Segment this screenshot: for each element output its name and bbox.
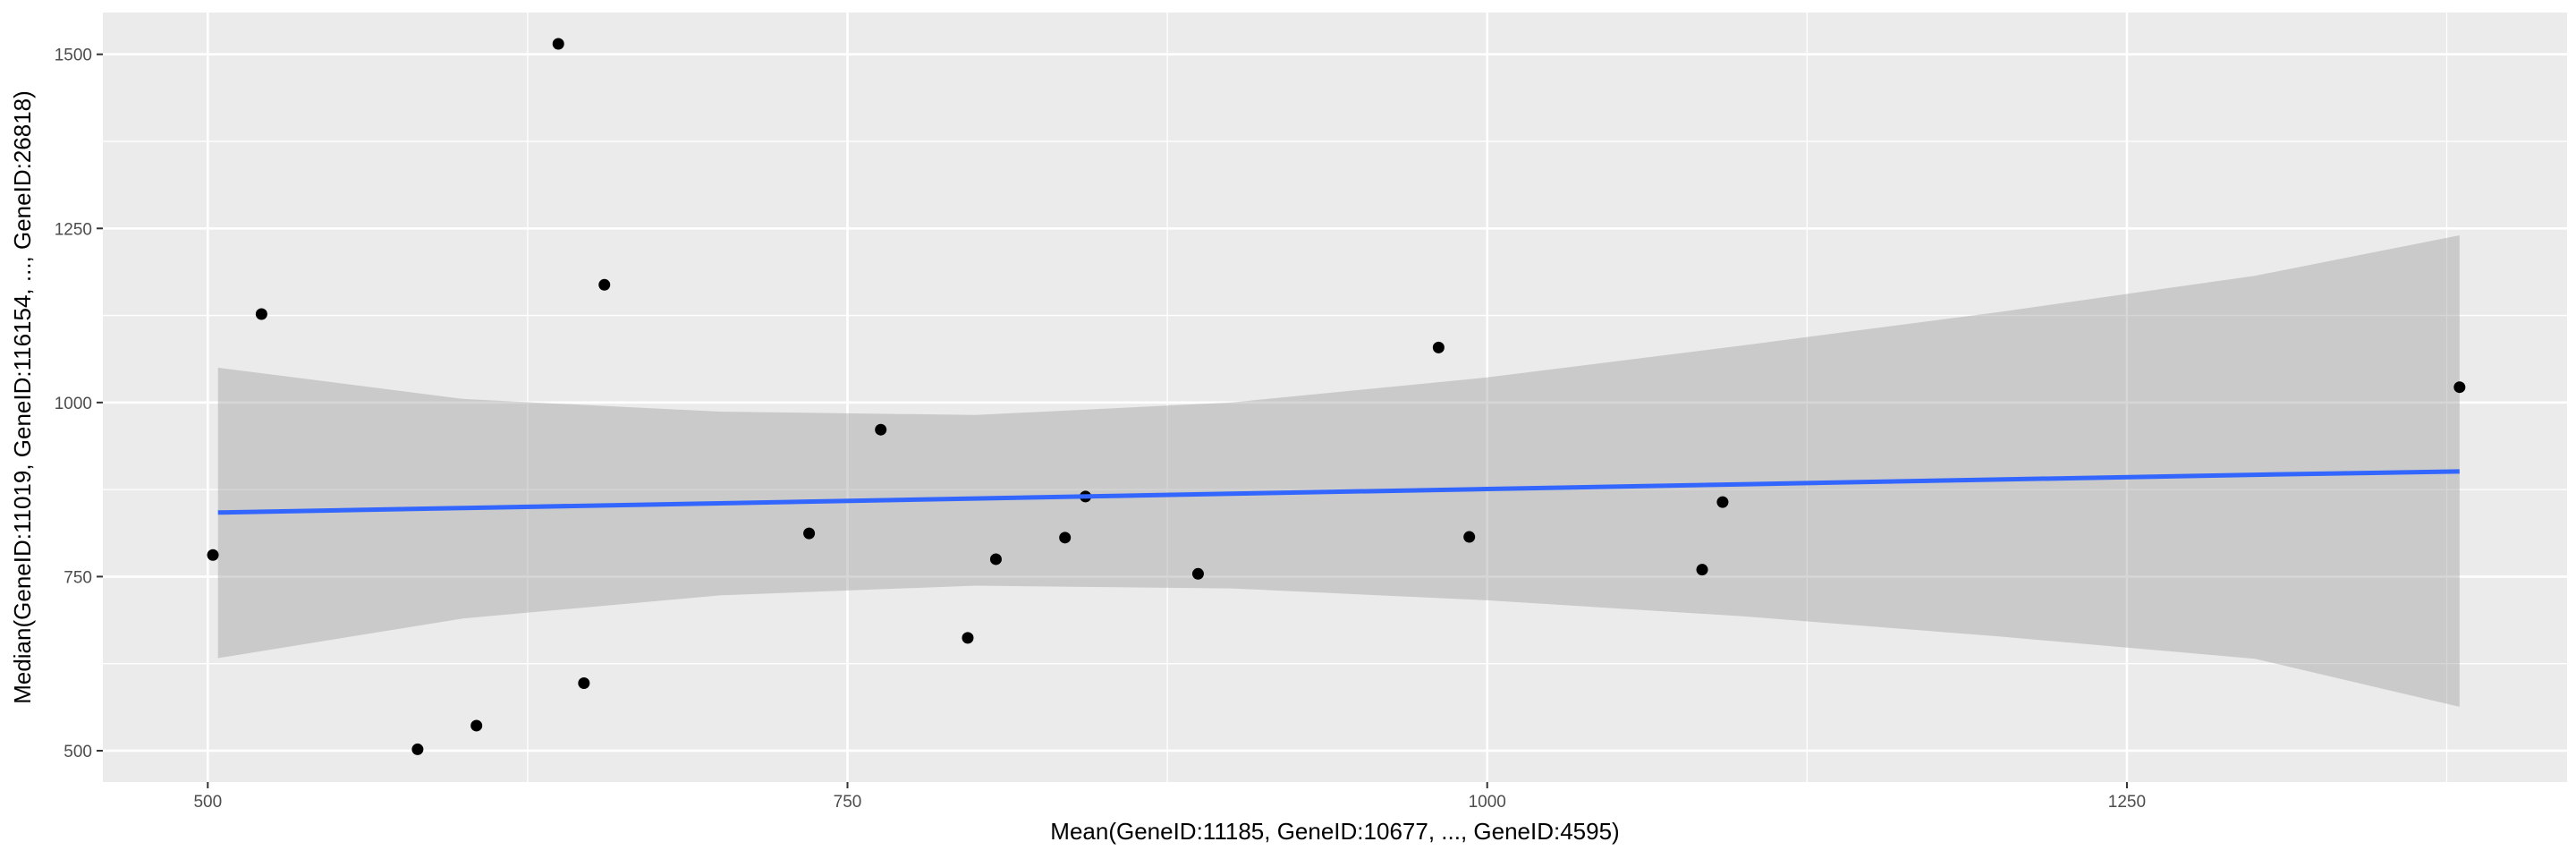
data-point bbox=[470, 719, 483, 732]
data-point bbox=[578, 676, 590, 689]
minor-gridlines bbox=[103, 13, 2567, 782]
y-tick-label: 1000 bbox=[55, 395, 92, 413]
data-point bbox=[1191, 567, 1204, 580]
data-point bbox=[1432, 341, 1445, 353]
x-axis-ticks: 500 750 1000 1250 bbox=[193, 782, 2146, 812]
x-tick-label: 1250 bbox=[2108, 793, 2146, 812]
data-point bbox=[2453, 381, 2466, 394]
data-point bbox=[1696, 564, 1708, 576]
data-point bbox=[1463, 531, 1476, 543]
fit-line bbox=[217, 469, 2460, 515]
y-tick-label: 750 bbox=[64, 568, 92, 587]
major-gridlines bbox=[103, 13, 2567, 782]
y-axis-ticks: 500 750 1000 1250 1500 bbox=[55, 47, 103, 761]
y-tick-label: 1500 bbox=[55, 47, 92, 65]
confidence-band bbox=[217, 235, 2460, 707]
x-tick-label: 500 bbox=[193, 793, 222, 812]
data-point bbox=[552, 38, 564, 50]
data-point bbox=[255, 308, 267, 320]
x-tick-label: 1000 bbox=[1469, 793, 1506, 812]
data-point bbox=[207, 549, 219, 561]
data-point bbox=[1716, 496, 1729, 508]
data-point bbox=[875, 423, 887, 436]
data-point bbox=[803, 527, 816, 540]
data-point bbox=[411, 743, 424, 755]
y-tick-label: 1250 bbox=[55, 220, 92, 239]
data-point bbox=[598, 278, 611, 291]
x-axis-title: Mean(GeneID:11185, GeneID:10677, ..., Ge… bbox=[1050, 818, 1619, 845]
data-point bbox=[962, 632, 974, 644]
data-points bbox=[207, 38, 2466, 755]
y-axis-title: Median(GeneID:11019, GeneID:116154, ...,… bbox=[9, 90, 36, 704]
data-point bbox=[989, 553, 1002, 566]
x-tick-label: 750 bbox=[834, 793, 862, 812]
data-point bbox=[1059, 532, 1072, 544]
y-tick-label: 500 bbox=[64, 743, 92, 761]
